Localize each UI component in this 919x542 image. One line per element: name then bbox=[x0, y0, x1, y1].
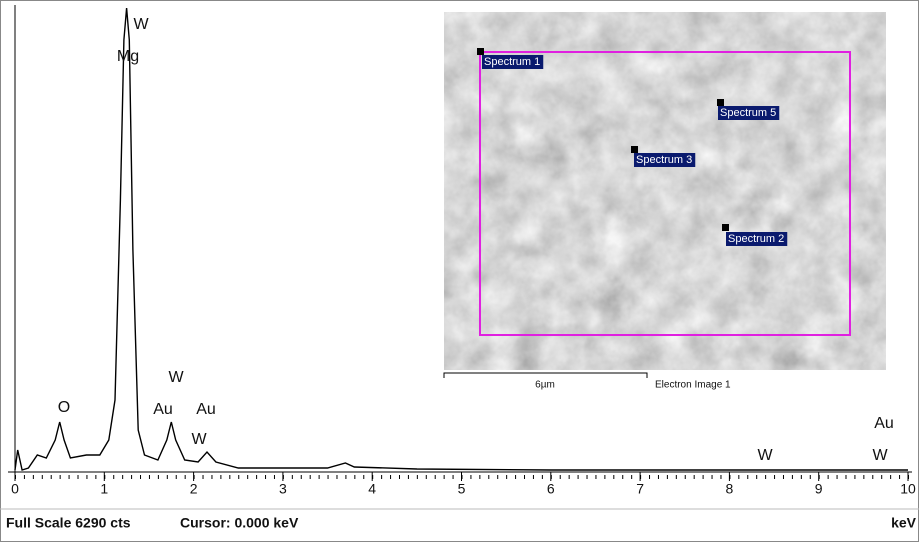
footer-scale: Full Scale 6290 cts bbox=[6, 515, 131, 531]
spectrum-label: Spectrum 2 bbox=[728, 233, 784, 245]
x-tick-label: 10 bbox=[900, 481, 916, 497]
peak-label: O bbox=[58, 399, 70, 416]
spectrum-label: Spectrum 5 bbox=[720, 107, 776, 119]
image-caption: Electron Image 1 bbox=[655, 380, 731, 391]
eds-window: 0 1 2 3 4 5 6 7 8 9 10 W Mg O W Au Au W W Au W Full Scale 629… bbox=[0, 0, 919, 542]
peak-label: Au bbox=[196, 401, 216, 418]
x-tick-label: 6 bbox=[547, 481, 555, 497]
chart: 0 1 2 3 4 5 6 7 8 9 10 W Mg O W Au Au W W Au W Full Scale 629… bbox=[0, 0, 919, 542]
peak-label: W bbox=[133, 16, 149, 33]
spectrum-marker bbox=[631, 146, 638, 153]
x-tick-label: 2 bbox=[190, 481, 198, 497]
x-tick-label: 7 bbox=[636, 481, 644, 497]
x-tick-label: 1 bbox=[100, 481, 108, 497]
peak-label: W bbox=[168, 369, 184, 386]
spectrum-label: Spectrum 1 bbox=[484, 56, 540, 68]
peak-label: W bbox=[872, 447, 888, 464]
x-tick-label: 5 bbox=[458, 481, 466, 497]
x-tick-label: 8 bbox=[726, 481, 734, 497]
spectrum-label: Spectrum 3 bbox=[636, 154, 692, 166]
peak-label: W bbox=[191, 431, 207, 448]
scale-bar-label: 6µm bbox=[535, 380, 555, 391]
x-tick-label: 4 bbox=[368, 481, 376, 497]
peak-label: W bbox=[757, 447, 773, 464]
x-tick-label: 3 bbox=[279, 481, 287, 497]
spectrum-marker bbox=[477, 48, 484, 55]
peak-label: Mg bbox=[117, 48, 139, 65]
peak-label: Au bbox=[153, 401, 173, 418]
x-axis-label: keV bbox=[891, 515, 917, 531]
x-tick-label: 9 bbox=[815, 481, 823, 497]
peak-label: Au bbox=[874, 415, 894, 432]
spectrum-marker bbox=[717, 99, 724, 106]
spectrum-marker bbox=[722, 224, 729, 231]
x-tick-label: 0 bbox=[11, 481, 19, 497]
footer-cursor: Cursor: 0.000 keV bbox=[180, 515, 299, 531]
